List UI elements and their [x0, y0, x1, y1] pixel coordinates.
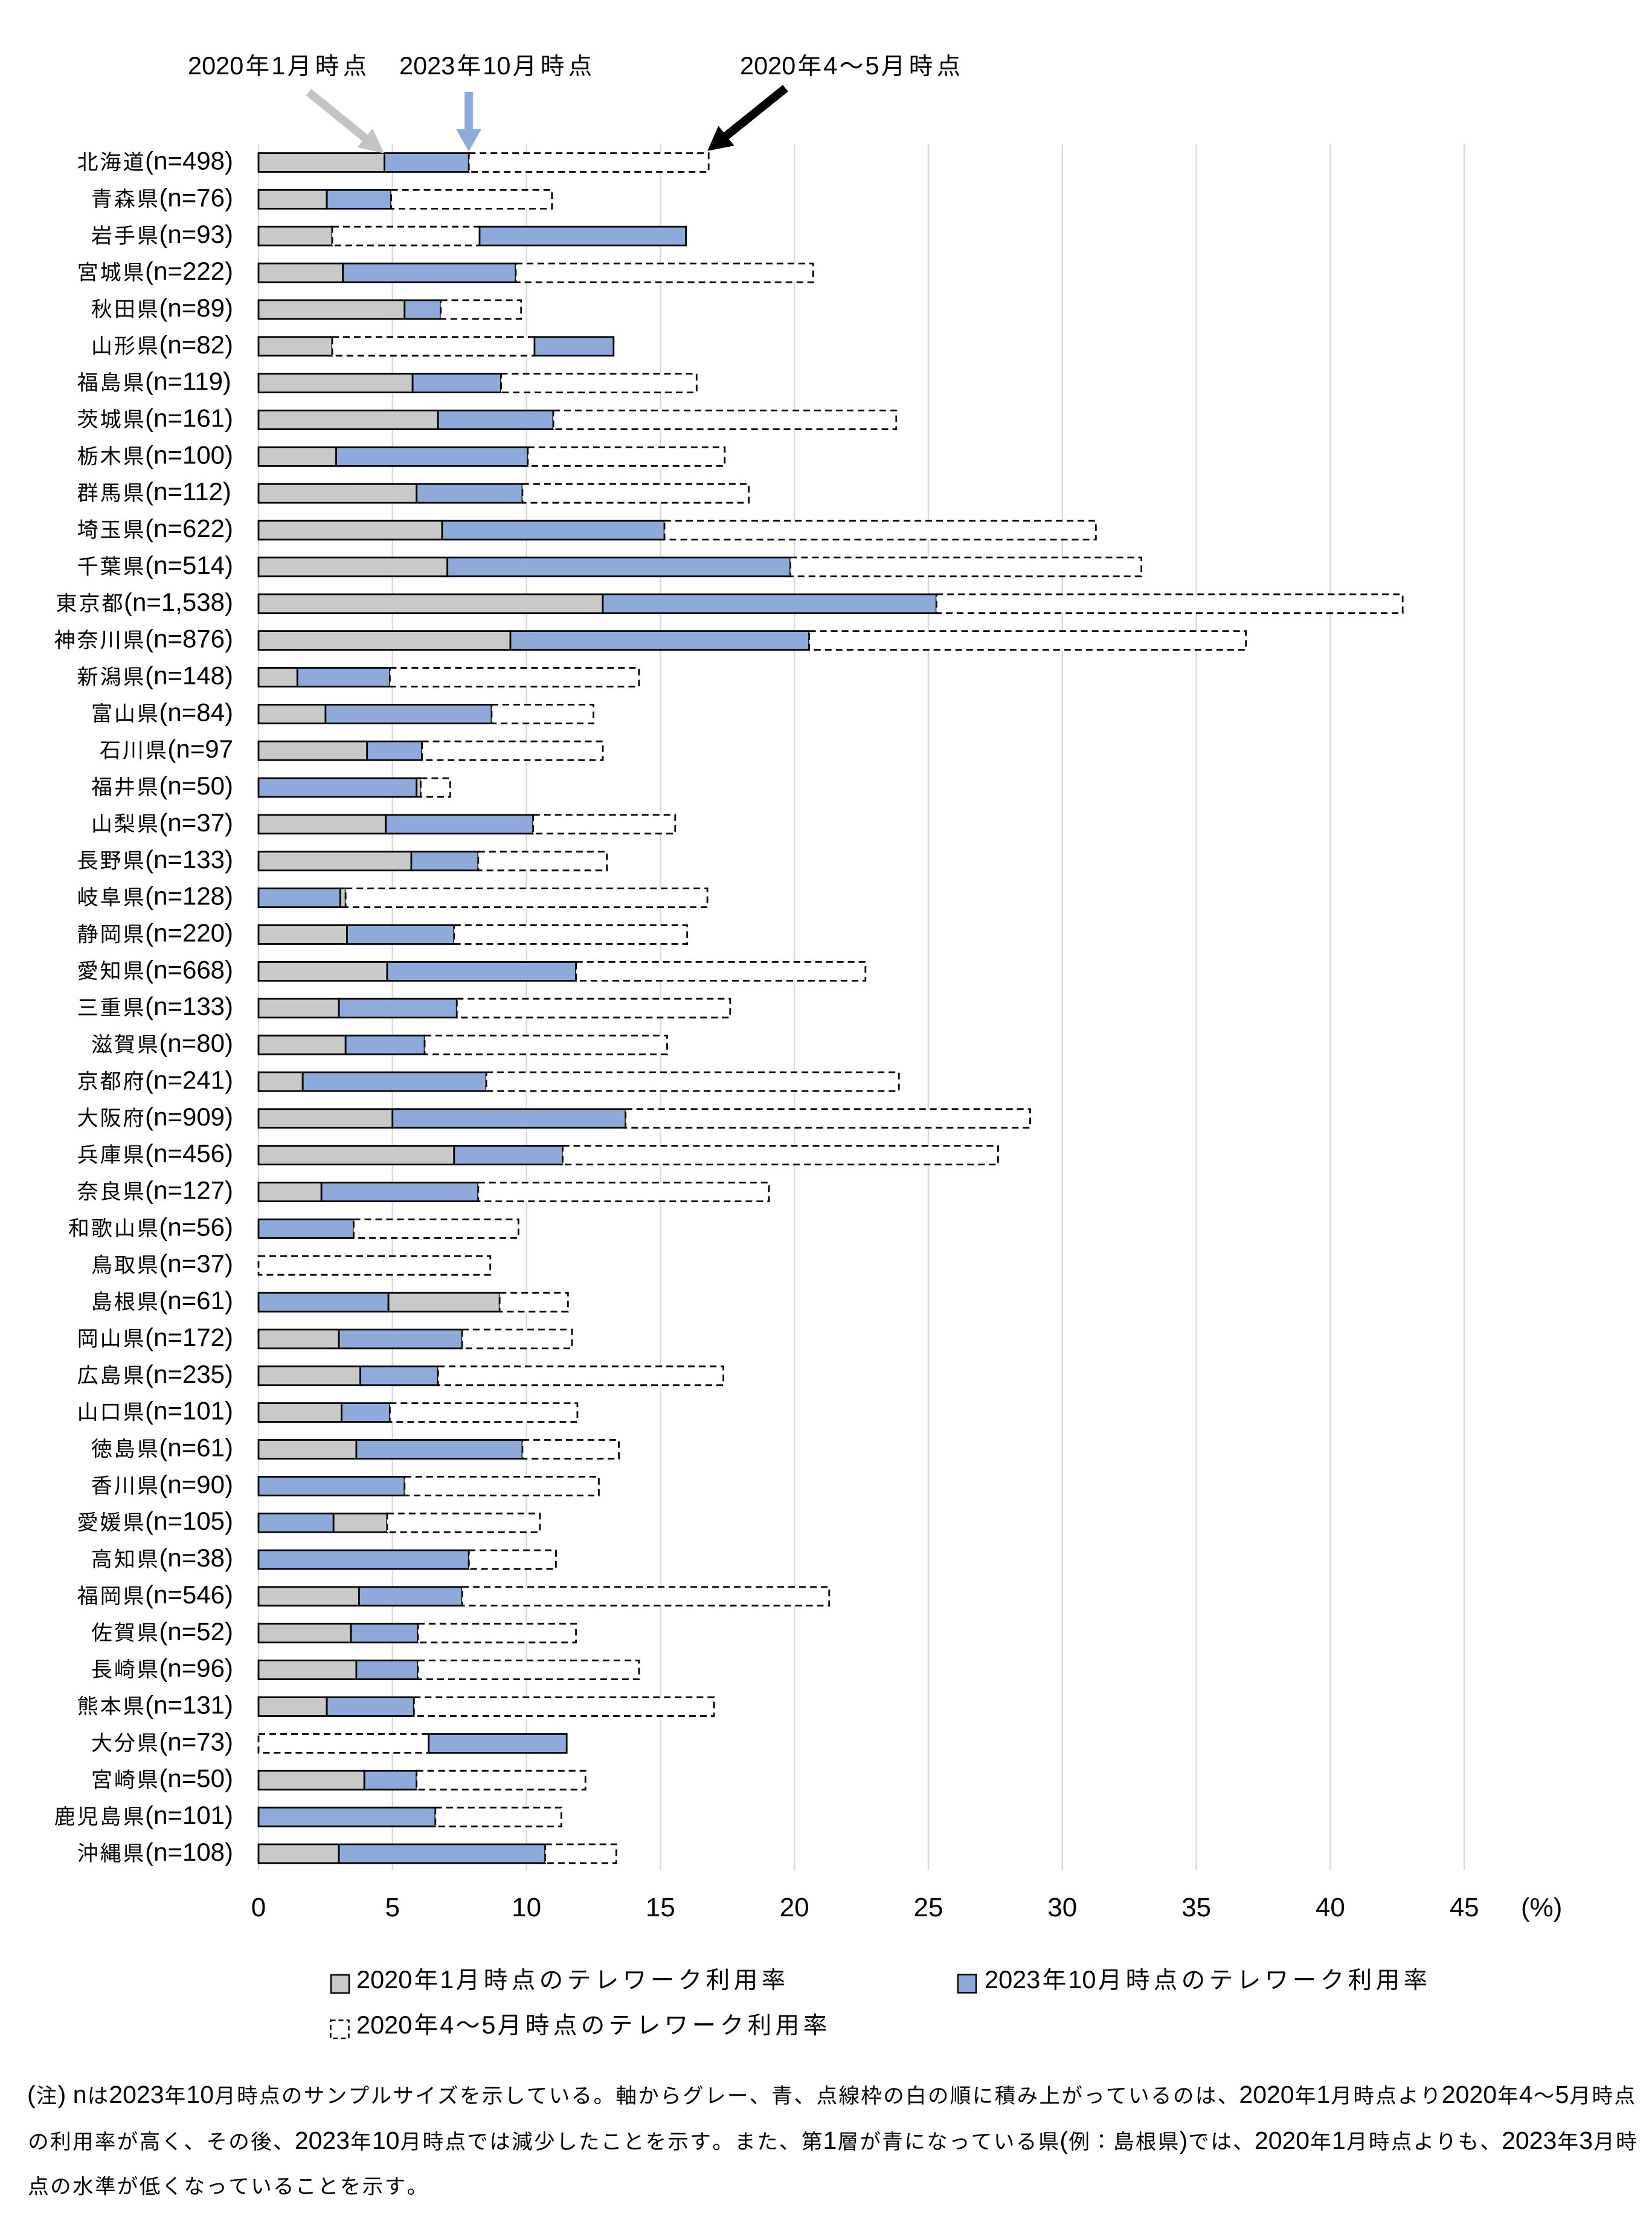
svg-text:30: 30 [1047, 1893, 1077, 1922]
svg-text:(n=101): (n=101) [145, 1397, 233, 1425]
svg-text:2023: 2023 [399, 51, 455, 80]
svg-text:(n=89): (n=89) [159, 294, 233, 322]
svg-text:(n=128): (n=128) [145, 882, 233, 910]
svg-text:(n=127): (n=127) [145, 1176, 233, 1205]
svg-text:2023: 2023 [295, 2127, 350, 2154]
svg-text:(n=37): (n=37) [159, 808, 233, 837]
svg-text:(n=131): (n=131) [145, 1691, 233, 1719]
svg-text:10: 10 [1068, 1965, 1096, 1994]
svg-text:(n=220): (n=220) [145, 919, 233, 947]
svg-text:(n=84): (n=84) [159, 698, 233, 726]
svg-text:25: 25 [914, 1893, 943, 1922]
svg-text:(n=222): (n=222) [145, 257, 233, 285]
svg-text:10: 10 [186, 2081, 214, 2108]
svg-text:(n=876): (n=876) [145, 625, 233, 653]
svg-text:1: 1 [1332, 2127, 1346, 2154]
svg-text:(n=668): (n=668) [145, 955, 233, 984]
svg-text:(n=241): (n=241) [145, 1066, 233, 1094]
svg-text:(n=112): (n=112) [145, 477, 231, 506]
svg-text:(: ( [27, 2081, 36, 2108]
svg-text:20: 20 [780, 1893, 809, 1922]
svg-text:2023: 2023 [109, 2081, 164, 2108]
svg-text:4: 4 [440, 2011, 454, 2039]
svg-text:(n=56): (n=56) [159, 1212, 233, 1241]
svg-text:5: 5 [1555, 2081, 1569, 2108]
svg-text:(n=546): (n=546) [145, 1580, 233, 1609]
svg-text:45: 45 [1450, 1893, 1479, 1922]
svg-text:4: 4 [823, 51, 837, 80]
svg-text:(n=37): (n=37) [159, 1249, 233, 1278]
svg-text:35: 35 [1181, 1893, 1211, 1922]
svg-text:(n=1,538): (n=1,538) [124, 588, 233, 616]
svg-text:(n=38): (n=38) [159, 1544, 233, 1572]
svg-text:(n=50): (n=50) [159, 1764, 233, 1792]
svg-text:(%): (%) [1521, 1893, 1562, 1922]
svg-text:(n=76): (n=76) [159, 183, 233, 211]
svg-text:(n=100): (n=100) [145, 440, 233, 469]
svg-text:(n=90): (n=90) [159, 1470, 233, 1498]
svg-text:(n=622): (n=622) [145, 514, 233, 543]
svg-text:(n=498): (n=498) [145, 147, 233, 175]
svg-text:3: 3 [1579, 2127, 1593, 2154]
svg-text:(n=456): (n=456) [145, 1139, 233, 1168]
svg-text:2023: 2023 [1502, 2127, 1557, 2154]
svg-text:10: 10 [372, 2127, 400, 2154]
svg-text:(n=119): (n=119) [145, 367, 231, 396]
svg-text:(n=61): (n=61) [159, 1286, 233, 1315]
svg-text:1: 1 [271, 51, 285, 80]
svg-text:(n=148): (n=148) [145, 662, 233, 690]
svg-text:(n=105): (n=105) [145, 1507, 233, 1535]
svg-text:(: ( [1059, 2127, 1068, 2154]
svg-text:2020: 2020 [356, 2011, 412, 2039]
svg-text:(n=82): (n=82) [159, 330, 233, 359]
svg-text:(n=52): (n=52) [159, 1617, 233, 1646]
svg-text:1: 1 [440, 1965, 454, 1994]
svg-text:(n=73): (n=73) [159, 1727, 233, 1756]
svg-text:1: 1 [823, 2127, 837, 2154]
svg-text:2023: 2023 [985, 1965, 1040, 1994]
svg-text:(n=909): (n=909) [145, 1103, 233, 1131]
svg-text:2020: 2020 [1442, 2081, 1497, 2108]
svg-text:(n=97: (n=97 [167, 735, 233, 763]
svg-text:1: 1 [1317, 2081, 1331, 2108]
svg-text:(n=61): (n=61) [159, 1434, 233, 1462]
svg-text:(n=50): (n=50) [159, 771, 233, 800]
svg-text:40: 40 [1316, 1893, 1345, 1922]
svg-text:(n=80): (n=80) [159, 1029, 233, 1057]
svg-text:4: 4 [1519, 2081, 1533, 2108]
svg-text:): ) [1180, 2127, 1188, 2154]
svg-text:(n=93): (n=93) [159, 220, 233, 248]
svg-text:(n=133): (n=133) [145, 845, 233, 874]
svg-text:10: 10 [512, 1893, 541, 1922]
svg-text:2020: 2020 [1239, 2081, 1294, 2108]
svg-text:2020: 2020 [740, 51, 795, 80]
svg-text:(n=235): (n=235) [145, 1360, 233, 1388]
svg-text:2020: 2020 [1255, 2127, 1310, 2154]
svg-text:(n=514): (n=514) [145, 551, 233, 579]
svg-text:(n=161): (n=161) [145, 404, 233, 433]
svg-text:(n=101): (n=101) [145, 1801, 233, 1829]
svg-text:(n=96): (n=96) [159, 1654, 233, 1682]
svg-text:5: 5 [481, 2011, 495, 2039]
svg-text:5: 5 [865, 51, 879, 80]
svg-text:2020: 2020 [188, 51, 243, 80]
svg-text:(n=133): (n=133) [145, 992, 233, 1020]
svg-text:(n=108): (n=108) [145, 1838, 233, 1866]
svg-text:15: 15 [646, 1893, 675, 1922]
svg-text:(n=172): (n=172) [145, 1323, 233, 1351]
svg-text:5: 5 [385, 1893, 400, 1922]
svg-text:10: 10 [483, 51, 510, 80]
svg-text:0: 0 [251, 1893, 266, 1922]
svg-text:) n: ) n [58, 2081, 87, 2108]
svg-text:2020: 2020 [356, 1965, 412, 1994]
